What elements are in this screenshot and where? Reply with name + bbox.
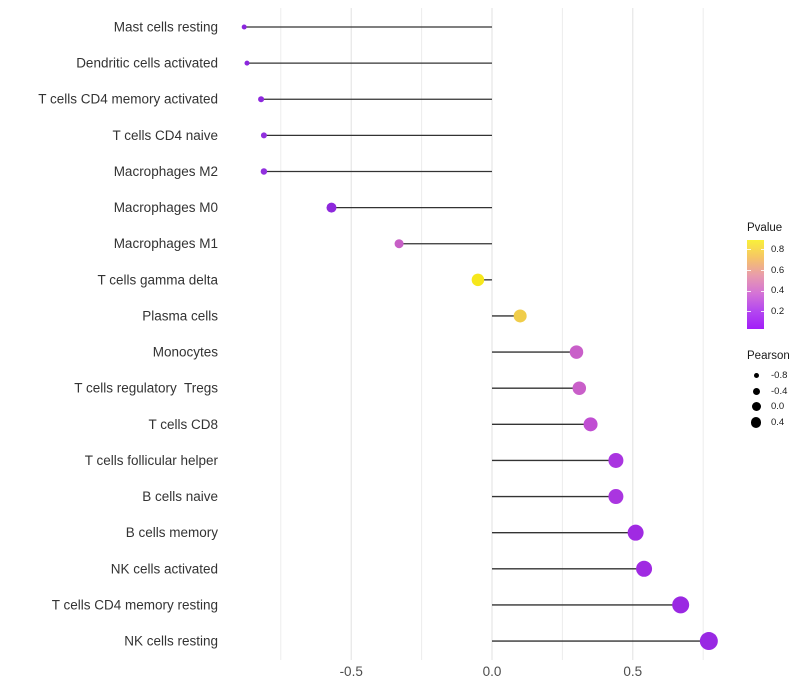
pearson-legend-title: Pearson: [747, 350, 790, 362]
lollipop-dot: [569, 345, 584, 359]
x-tick-label: 0.5: [623, 664, 642, 679]
lollipop-dot: [241, 24, 247, 30]
category-label: T cells regulatory Tregs: [74, 381, 218, 396]
lollipop-dot: [260, 168, 268, 175]
pvalue-colorbar: 0.8 0.6 0.4 0.2: [747, 240, 784, 329]
pearson-legend-entry: -0.4: [747, 384, 790, 400]
pearson-legend-label: -0.8: [771, 370, 788, 382]
category-label: Macrophages M1: [114, 236, 218, 251]
lollipop-dot: [608, 452, 624, 468]
category-label: Mast cells resting: [114, 20, 218, 35]
pearson-legend-entry: 0.0: [747, 399, 790, 415]
category-label: Dendritic cells activated: [76, 56, 218, 71]
lollipop-dot: [699, 632, 718, 651]
pvalue-colorbar-tick-mark: [760, 249, 764, 251]
pearson-size-dot-icon: [750, 417, 762, 428]
pvalue-colorbar-tick-label: 0.2: [771, 305, 785, 317]
pvalue-colorbar-tick-label: 0.6: [771, 264, 785, 276]
pearson-size-legend: Pearson -0.8 -0.4 0.0 0.4: [747, 350, 790, 430]
category-label: T cells CD4 naive: [112, 128, 218, 143]
lollipop-dot: [258, 96, 265, 103]
lollipop-dot: [260, 132, 267, 139]
category-label: Macrophages M2: [114, 164, 218, 179]
pearson-legend-label: 0.4: [771, 417, 785, 429]
pearson-legend-entry: 0.4: [747, 415, 790, 431]
pvalue-colorbar-tick-mark: [760, 311, 764, 313]
lollipop-dot: [394, 239, 404, 249]
x-tick-label: -0.5: [340, 664, 363, 679]
lollipop-dot: [572, 381, 587, 395]
pearson-size-dot-icon: [753, 373, 759, 379]
pvalue-colorbar-tick-mark: [747, 311, 751, 313]
category-label: B cells memory: [126, 525, 219, 540]
lollipop-dot: [326, 202, 337, 213]
category-label: NK cells activated: [111, 561, 218, 576]
pearson-legend-entry: -0.8: [747, 368, 790, 384]
pvalue-colorbar-tick-mark: [760, 290, 764, 292]
category-label: T cells CD4 memory activated: [38, 92, 218, 107]
pearson-legend-key: [747, 417, 765, 428]
pearson-legend-entries: -0.8 -0.4 0.0 0.4: [747, 368, 790, 430]
lollipop-dot: [608, 489, 624, 505]
lollipop-dot: [636, 560, 653, 577]
pearson-legend-label: 0.0: [771, 401, 785, 413]
lollipop-dot: [471, 273, 485, 287]
category-label: NK cells resting: [124, 634, 218, 649]
category-label: T cells CD8: [148, 417, 218, 432]
pearson-size-dot-icon: [751, 402, 761, 412]
lollipop-dot: [244, 60, 250, 66]
pvalue-colorbar-tick-mark: [760, 270, 764, 271]
category-label: B cells naive: [142, 489, 218, 504]
x-tick-label: 0.0: [483, 664, 502, 679]
pearson-legend-key: [747, 373, 765, 379]
category-label: T cells follicular helper: [85, 453, 219, 468]
category-label: T cells gamma delta: [97, 272, 218, 287]
lollipop-dot: [583, 417, 598, 432]
pvalue-colorbar-tick-label: 0.8: [771, 243, 785, 255]
pvalue-colorbar-gradient: [747, 240, 764, 329]
pvalue-colorbar-tick-mark: [747, 290, 751, 292]
pearson-legend-key: [747, 387, 765, 395]
lollipop-dot: [627, 524, 644, 541]
pvalue-legend-title: Pvalue: [747, 222, 783, 234]
category-label: Monocytes: [153, 345, 219, 360]
pvalue-colorbar-tick-mark: [747, 249, 751, 251]
pearson-legend-label: -0.4: [771, 385, 788, 397]
category-label: T cells CD4 memory resting: [52, 597, 218, 612]
category-label: Plasma cells: [142, 308, 218, 323]
pvalue-colorbar-tick-mark: [747, 270, 751, 271]
pearson-size-dot-icon: [752, 387, 760, 395]
pearson-legend-key: [747, 402, 765, 412]
lollipop-dot: [513, 309, 527, 323]
pvalue-colorbar-tick-label: 0.4: [771, 285, 785, 297]
pvalue-color-legend: Pvalue 0.8 0.6 0.4 0.2: [747, 222, 784, 329]
category-label: Macrophages M0: [114, 200, 218, 215]
lollipop-dot: [672, 596, 690, 614]
